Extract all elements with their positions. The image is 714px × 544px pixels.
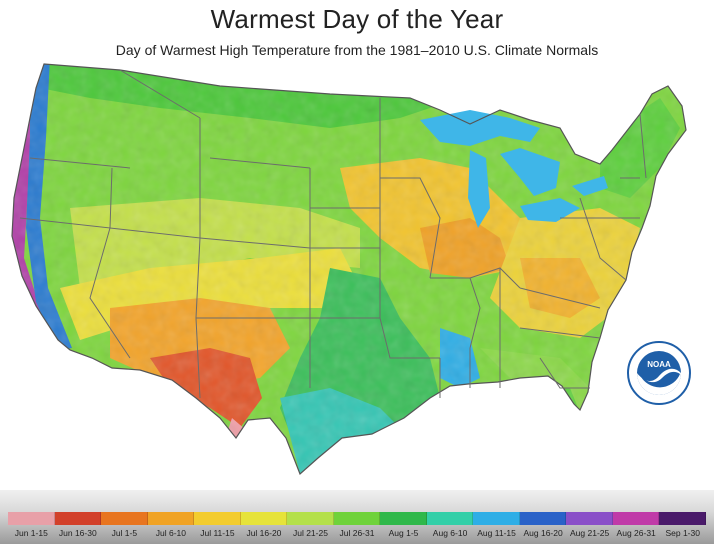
legend-item: Aug 11-15: [473, 512, 520, 540]
legend-item: Jul 6-10: [147, 512, 195, 540]
legend-swatch: [380, 512, 427, 525]
color-legend: Jun 1-15 Jun 16-30 Jul 1-5 Jul 6-10 Jul 11-1…: [8, 512, 706, 540]
legend-item: Sep 1-30: [659, 512, 706, 540]
state-borders: [11, 63, 687, 476]
great-lakes: [420, 110, 608, 228]
map-title: Warmest Day of the Year: [210, 4, 504, 34]
legend-item: Jul 11-15: [194, 512, 241, 540]
legend-label: Jul 1-5: [111, 528, 138, 538]
us-map: [0, 58, 714, 498]
legend-label: Jul 21-25: [292, 528, 328, 538]
legend-swatch: [566, 512, 613, 525]
legend-swatch: [287, 512, 334, 525]
legend-label: Aug 6-10: [432, 528, 468, 538]
legend-label: Jul 11-15: [200, 528, 235, 538]
legend-label: Aug 1-5: [388, 528, 419, 538]
legend-item: Jun 16-30: [54, 512, 102, 540]
legend-label: Aug 21-25: [570, 528, 610, 538]
legend-swatch: [612, 512, 660, 525]
legend-label: Aug 26-31: [616, 528, 656, 538]
legend-swatch: [147, 512, 195, 525]
legend-label: Sep 1-30: [665, 528, 700, 538]
legend-swatch: [8, 512, 55, 525]
noaa-logo-text: NOAA: [647, 360, 671, 369]
legend-item: Jul 21-25: [287, 512, 334, 540]
legend-item: Aug 1-5: [380, 512, 427, 540]
legend-item: Jul 1-5: [101, 512, 148, 540]
legend-label: Jul 16-20: [246, 528, 282, 538]
legend-swatch: [659, 512, 706, 525]
legend-swatch: [101, 512, 148, 525]
legend-item: Jul 26-31: [333, 512, 381, 540]
legend-label: Jul 6-10: [155, 528, 186, 538]
legend-swatch: [54, 512, 102, 525]
legend-label: Aug 16-20: [523, 528, 563, 538]
map-subtitle: Day of Warmest High Temperature from the…: [115, 42, 599, 58]
legend-item: Aug 6-10: [426, 512, 474, 540]
legend-label: Aug 11-15: [477, 528, 516, 538]
legend-item: Aug 26-31: [612, 512, 660, 540]
legend-swatch: [426, 512, 474, 525]
legend-item: Aug 16-20: [519, 512, 567, 540]
legend-item: Jun 1-15: [8, 512, 55, 540]
legend-swatch: [473, 512, 520, 525]
legend-label: Jul 26-31: [339, 528, 375, 538]
legend-swatch: [519, 512, 567, 525]
legend-swatch: [333, 512, 381, 525]
noaa-logo: NOAA: [626, 340, 692, 406]
legend-swatch: [240, 512, 288, 525]
legend-label: Jun 1-15: [14, 528, 48, 538]
legend-swatch: [194, 512, 241, 525]
legend-label: Jun 16-30: [58, 528, 97, 538]
legend-item: Jul 16-20: [240, 512, 288, 540]
temperature-fill: [12, 64, 686, 474]
legend-item: Aug 21-25: [566, 512, 613, 540]
